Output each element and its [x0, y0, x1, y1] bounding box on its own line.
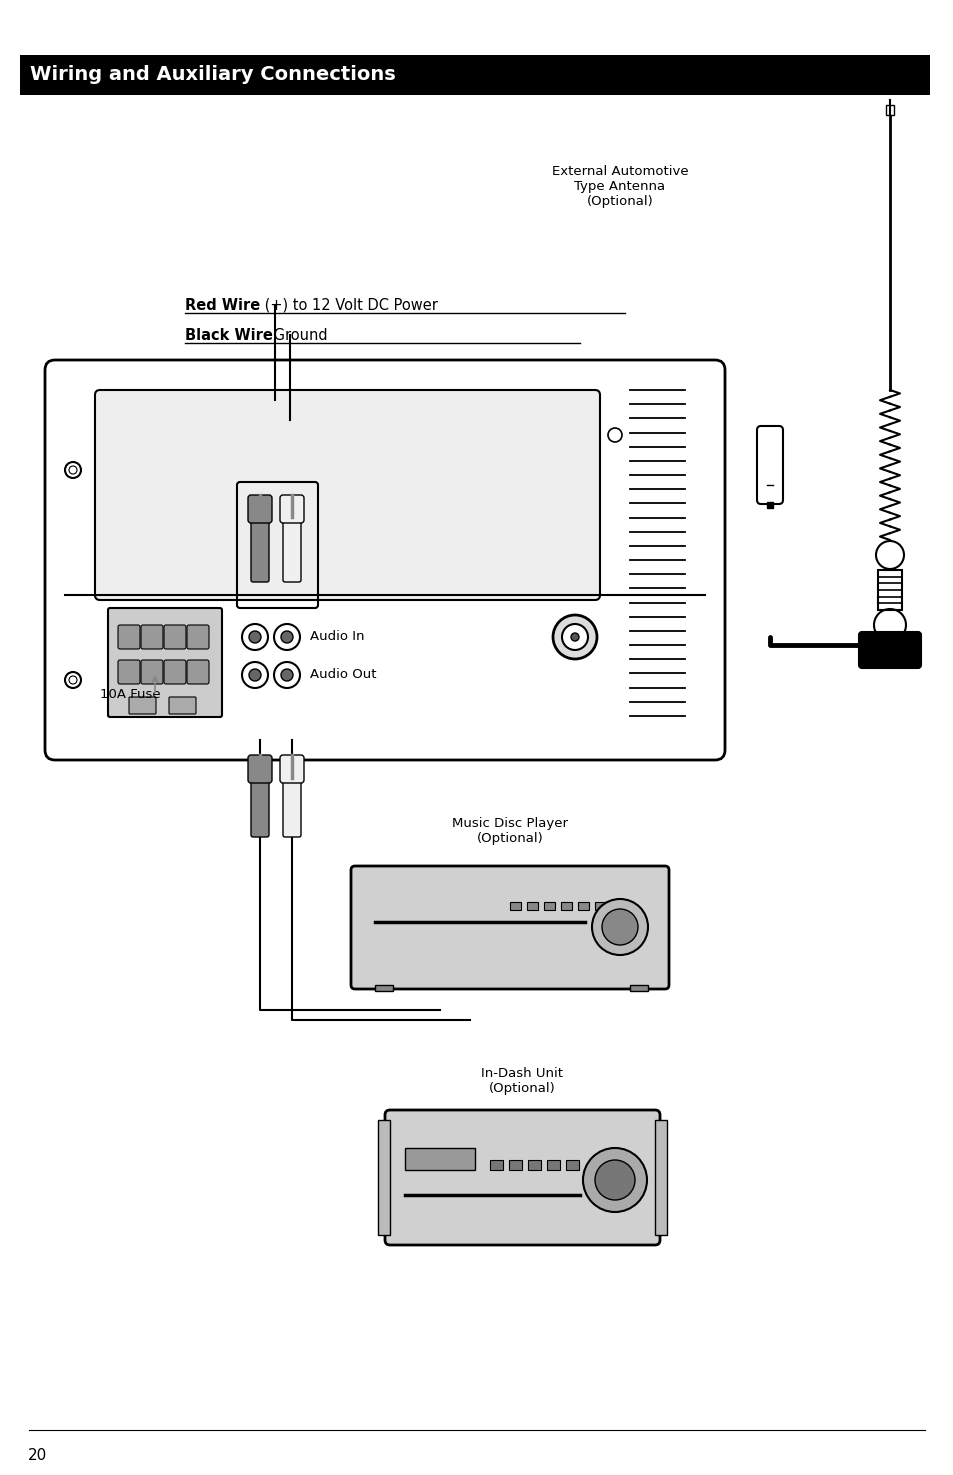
Bar — [527, 1159, 540, 1170]
Circle shape — [274, 624, 299, 650]
FancyBboxPatch shape — [129, 698, 156, 714]
Circle shape — [571, 633, 578, 642]
Bar — [375, 985, 393, 991]
Text: Wiring and Auxiliary Connections: Wiring and Auxiliary Connections — [30, 65, 395, 84]
Circle shape — [249, 670, 261, 681]
FancyBboxPatch shape — [858, 631, 920, 668]
Bar — [629, 985, 647, 991]
Circle shape — [595, 1159, 635, 1201]
FancyBboxPatch shape — [187, 659, 209, 684]
FancyBboxPatch shape — [141, 659, 163, 684]
Bar — [578, 903, 588, 910]
Bar — [655, 1120, 666, 1235]
Circle shape — [553, 615, 597, 659]
FancyBboxPatch shape — [118, 659, 140, 684]
Circle shape — [242, 624, 268, 650]
FancyBboxPatch shape — [351, 866, 668, 990]
Circle shape — [607, 428, 621, 442]
Bar — [405, 1148, 475, 1170]
FancyBboxPatch shape — [280, 496, 304, 524]
Text: Black Wire: Black Wire — [185, 327, 273, 342]
FancyBboxPatch shape — [141, 625, 163, 649]
Text: Ground: Ground — [269, 327, 327, 342]
Circle shape — [601, 909, 638, 945]
FancyBboxPatch shape — [251, 518, 269, 583]
Circle shape — [281, 670, 293, 681]
FancyBboxPatch shape — [187, 625, 209, 649]
Bar — [509, 1159, 521, 1170]
Text: Audio Out: Audio Out — [310, 668, 376, 681]
Bar — [560, 903, 572, 910]
Circle shape — [875, 541, 903, 569]
FancyBboxPatch shape — [283, 773, 301, 836]
Bar — [510, 903, 520, 910]
Text: Music Disc Player
(Optional): Music Disc Player (Optional) — [452, 817, 567, 845]
Circle shape — [274, 662, 299, 687]
FancyBboxPatch shape — [45, 360, 724, 760]
Bar — [526, 903, 537, 910]
Circle shape — [873, 609, 905, 642]
Bar — [565, 1159, 578, 1170]
Circle shape — [242, 662, 268, 687]
Circle shape — [65, 462, 81, 478]
Text: Audio In: Audio In — [310, 630, 364, 643]
Text: (+) to 12 Volt DC Power: (+) to 12 Volt DC Power — [260, 298, 437, 313]
FancyBboxPatch shape — [251, 773, 269, 836]
FancyBboxPatch shape — [164, 659, 186, 684]
Text: Red Wire: Red Wire — [185, 298, 260, 313]
Text: 10A Fuse: 10A Fuse — [100, 689, 160, 702]
Bar — [543, 903, 555, 910]
Circle shape — [281, 631, 293, 643]
FancyBboxPatch shape — [108, 608, 222, 717]
FancyBboxPatch shape — [283, 518, 301, 583]
FancyBboxPatch shape — [385, 1111, 659, 1245]
Circle shape — [249, 631, 261, 643]
Text: External Automotive
Type Antenna
(Optional): External Automotive Type Antenna (Option… — [551, 165, 688, 208]
FancyBboxPatch shape — [248, 496, 272, 524]
Text: 20: 20 — [28, 1447, 48, 1463]
FancyBboxPatch shape — [164, 625, 186, 649]
Text: In-Dash Unit
(Optional): In-Dash Unit (Optional) — [480, 1066, 562, 1094]
Circle shape — [561, 624, 587, 650]
Circle shape — [69, 676, 77, 684]
Bar — [546, 1159, 559, 1170]
Bar — [885, 105, 893, 115]
FancyBboxPatch shape — [118, 625, 140, 649]
FancyBboxPatch shape — [280, 755, 304, 783]
Circle shape — [65, 673, 81, 687]
FancyBboxPatch shape — [757, 426, 782, 504]
Circle shape — [582, 1148, 646, 1212]
Circle shape — [592, 898, 647, 954]
Bar — [490, 1159, 502, 1170]
Circle shape — [69, 466, 77, 473]
Bar — [20, 55, 929, 94]
Bar — [595, 903, 605, 910]
FancyBboxPatch shape — [248, 755, 272, 783]
FancyBboxPatch shape — [169, 698, 195, 714]
Bar — [877, 569, 901, 611]
Bar — [377, 1120, 390, 1235]
FancyBboxPatch shape — [95, 389, 599, 600]
